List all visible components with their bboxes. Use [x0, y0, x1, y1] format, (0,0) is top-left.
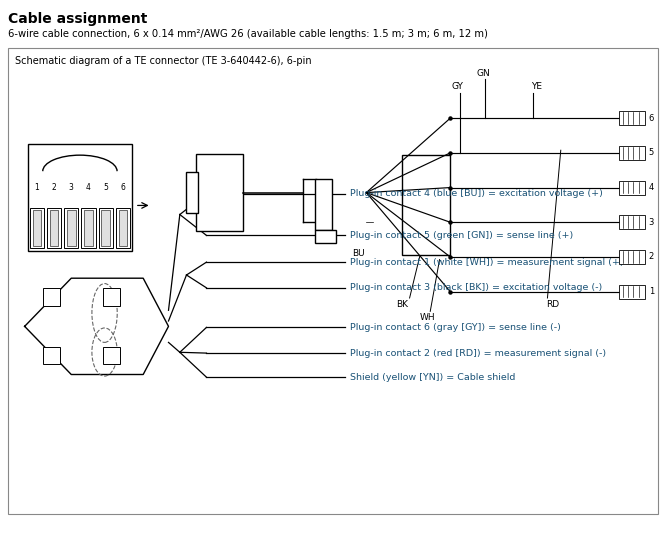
- Text: 2: 2: [52, 183, 57, 192]
- Bar: [8, 48, 658, 514]
- Text: 5: 5: [649, 148, 654, 157]
- Text: Plug-in contact 4 (blue [BU]) = excitation voltage (+): Plug-in contact 4 (blue [BU]) = excitati…: [350, 189, 603, 198]
- Bar: [186, 172, 198, 213]
- Bar: [116, 208, 130, 248]
- Bar: [43, 347, 60, 364]
- Bar: [30, 208, 44, 248]
- Text: 6: 6: [649, 114, 654, 123]
- Bar: [315, 179, 332, 230]
- Bar: [64, 208, 79, 248]
- Text: 4: 4: [86, 183, 91, 192]
- Bar: [43, 288, 60, 305]
- Bar: [33, 210, 41, 246]
- Bar: [103, 347, 120, 364]
- Text: Plug-in contact 6 (gray [GY]) = sense line (-): Plug-in contact 6 (gray [GY]) = sense li…: [350, 323, 561, 332]
- Bar: [619, 181, 645, 195]
- Bar: [67, 210, 75, 246]
- Bar: [81, 208, 96, 248]
- Text: Plug-in contact 1 (white [WH]) = measurement signal (+): Plug-in contact 1 (white [WH]) = measure…: [350, 258, 623, 266]
- Bar: [99, 208, 113, 248]
- Text: Cable assignment: Cable assignment: [8, 12, 147, 26]
- Text: 1: 1: [35, 183, 39, 192]
- Text: GN: GN: [476, 68, 490, 78]
- Text: 1: 1: [649, 287, 654, 296]
- Bar: [619, 111, 645, 125]
- Text: 2: 2: [649, 253, 654, 262]
- Bar: [28, 144, 131, 251]
- Text: Schematic diagram of a TE connector (TE 3-640442-6), 6-pin: Schematic diagram of a TE connector (TE …: [15, 56, 311, 66]
- Bar: [619, 215, 645, 229]
- Text: 3: 3: [69, 183, 74, 192]
- Bar: [103, 288, 120, 305]
- Bar: [619, 250, 645, 264]
- Text: GY: GY: [452, 82, 464, 91]
- Bar: [619, 146, 645, 160]
- Text: 5: 5: [103, 183, 108, 192]
- Text: BK: BK: [396, 300, 408, 309]
- Text: 3: 3: [649, 218, 654, 227]
- Text: YE: YE: [531, 82, 543, 91]
- Text: Plug-in contact 3 (black [BK]) = excitation voltage (-): Plug-in contact 3 (black [BK]) = excitat…: [350, 284, 602, 292]
- Text: 6: 6: [121, 183, 125, 192]
- Bar: [47, 208, 61, 248]
- Bar: [619, 285, 645, 299]
- Text: 6-wire cable connection, 6 x 0.14 mm²/AWG 26 (available cable lengths: 1.5 m; 3 : 6-wire cable connection, 6 x 0.14 mm²/AW…: [8, 29, 488, 40]
- Bar: [119, 210, 127, 246]
- Text: BU: BU: [352, 249, 365, 257]
- Bar: [315, 230, 336, 243]
- Bar: [196, 154, 243, 231]
- Text: Plug-in contact 2 (red [RD]) = measurement signal (-): Plug-in contact 2 (red [RD]) = measureme…: [350, 349, 606, 357]
- Bar: [85, 210, 93, 246]
- Bar: [50, 210, 59, 246]
- Text: 4: 4: [649, 183, 654, 192]
- Bar: [402, 155, 450, 255]
- Text: WH: WH: [420, 313, 435, 322]
- Text: Shield (yellow [YN]) = Cable shield: Shield (yellow [YN]) = Cable shield: [350, 373, 515, 381]
- Bar: [101, 210, 110, 246]
- Text: RD: RD: [546, 300, 559, 309]
- Text: Plug-in contact 5 (green [GN]) = sense line (+): Plug-in contact 5 (green [GN]) = sense l…: [350, 231, 573, 240]
